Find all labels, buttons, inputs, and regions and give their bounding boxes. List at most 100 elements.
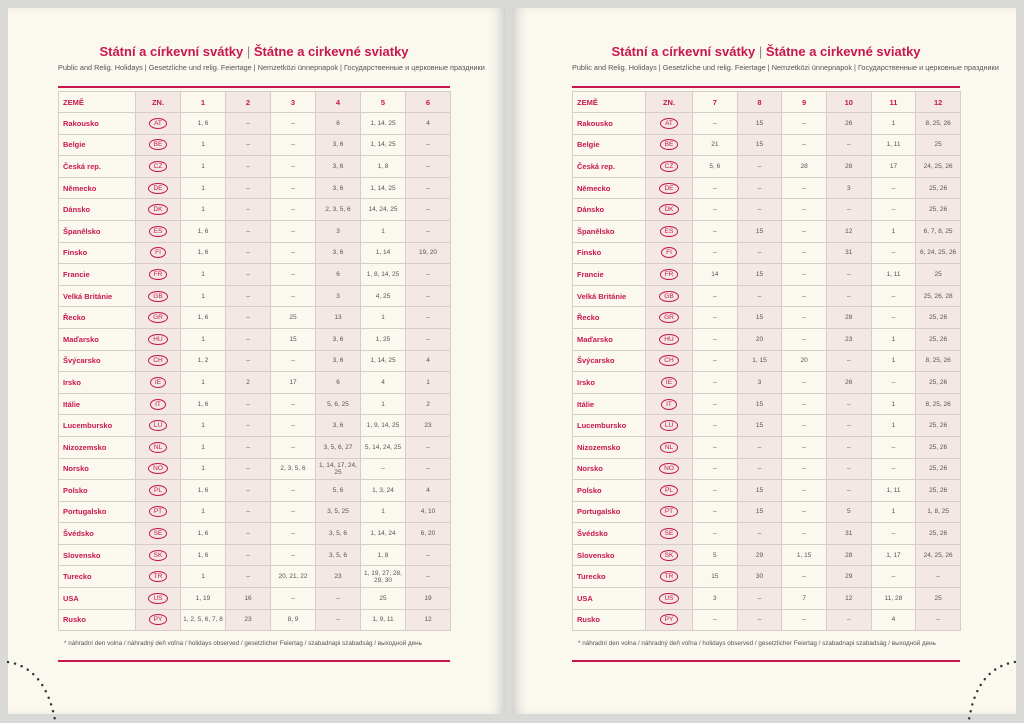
- code-cell: IE: [645, 371, 693, 394]
- holiday-dates: –: [781, 241, 827, 265]
- holiday-dates: 2: [225, 371, 271, 394]
- rule: [572, 86, 960, 88]
- holiday-dates: –: [870, 198, 917, 221]
- table-row: Polsko PL –15– –1, 11 25, 26: [572, 479, 961, 502]
- country-name: Belgie: [58, 133, 136, 157]
- holiday-dates: –: [225, 284, 271, 308]
- holiday-dates: 25, 26: [915, 327, 961, 351]
- table-row: Velká Británie GB – – – – –25, 26, 28: [572, 284, 961, 308]
- table-row: Portugalsko PT 1– –3, 5, 25 1 4, 10: [58, 500, 451, 524]
- country-code: DK: [148, 204, 168, 216]
- country-code: SE: [148, 528, 168, 540]
- holiday-dates: 1: [360, 306, 406, 329]
- holiday-dates: –: [781, 112, 827, 135]
- holiday-dates: –: [270, 414, 316, 437]
- holiday-dates: –: [270, 112, 316, 135]
- holiday-dates: –: [692, 306, 738, 329]
- table-row: Finsko FI 1, 6– –3, 6 1, 14 19, 20: [58, 241, 451, 265]
- table-row: Irsko IE 1 2 17 6 4 1: [58, 371, 451, 394]
- holiday-dates: –: [270, 219, 316, 243]
- holiday-dates: 5: [692, 543, 738, 567]
- holiday-dates: 25, 26: [915, 198, 961, 221]
- holiday-dates: –: [225, 435, 271, 459]
- rule: [58, 660, 450, 662]
- holiday-dates: 1, 8, 14, 25: [360, 263, 406, 286]
- page-header: Státní a církevní svátky | Štátne a cirk…: [572, 44, 999, 72]
- holiday-dates: –: [225, 112, 271, 135]
- holiday-dates: 8, 25, 26: [915, 112, 961, 135]
- holiday-dates: 16: [225, 587, 271, 610]
- holiday-dates: 1, 14, 25: [360, 133, 406, 157]
- holiday-dates: –: [270, 392, 316, 416]
- table-row: Řecko GR 1, 6–25 13 1–: [58, 306, 451, 329]
- column-header: 9: [781, 91, 827, 113]
- holiday-dates: 3, 6: [315, 241, 361, 265]
- holiday-dates: –: [692, 112, 738, 135]
- country-code: HU: [148, 333, 168, 345]
- holiday-dates: 4, 25: [360, 284, 406, 308]
- holiday-dates: 1, 11: [870, 263, 917, 286]
- table-row: Francie FR 14 15– –1, 11 25: [572, 263, 961, 286]
- holiday-dates: –: [405, 198, 451, 221]
- holiday-dates: 6: [315, 371, 361, 394]
- title-sk: Štátne a cirkevné sviatky: [765, 44, 921, 59]
- country-name: USA: [572, 587, 646, 610]
- holiday-dates: –: [692, 349, 738, 373]
- holiday-dates: 28: [825, 306, 872, 329]
- holiday-dates: –: [225, 522, 271, 545]
- holiday-dates: 15: [692, 565, 738, 589]
- holiday-dates: 3: [315, 219, 361, 243]
- holiday-dates: 30: [736, 565, 783, 589]
- holiday-dates: –: [692, 608, 738, 632]
- holiday-dates: 3, 5, 6: [315, 543, 361, 567]
- holiday-dates: –: [225, 392, 271, 416]
- country-name: Francie: [58, 263, 136, 286]
- holiday-dates: 3, 6: [315, 327, 361, 351]
- holiday-dates: 15: [736, 112, 783, 135]
- holiday-dates: 25, 26: [915, 522, 961, 545]
- table-row: Švédsko SE 1, 6– –3, 5, 6 1, 14, 24 6, 20: [58, 522, 451, 545]
- holiday-dates: –: [692, 479, 738, 502]
- country-name: Portugalsko: [572, 500, 646, 524]
- holiday-dates: 1: [870, 112, 917, 135]
- holiday-dates: –: [692, 457, 738, 481]
- holiday-dates: –: [825, 263, 872, 286]
- country-code: AT: [660, 117, 678, 129]
- holiday-dates: –: [781, 522, 827, 545]
- table-row: Maďarsko HU 1–15 3, 6 1, 25–: [58, 327, 451, 351]
- holiday-dates: –: [870, 241, 917, 265]
- holiday-dates: 15: [736, 263, 783, 286]
- table-row: Maďarsko HU –20–23 1 25, 26: [572, 327, 961, 351]
- code-cell: DE: [135, 176, 181, 200]
- holiday-dates: 1, 2, 5, 6, 7, 8: [180, 608, 226, 632]
- column-header: 5: [360, 91, 406, 113]
- holiday-dates: 1, 9, 14, 25: [360, 414, 406, 437]
- holiday-dates: –: [270, 263, 316, 286]
- country-name: Rakousko: [58, 112, 136, 135]
- holiday-dates: –: [692, 522, 738, 545]
- holiday-dates: 3, 5, 6: [315, 522, 361, 545]
- holiday-dates: 5, 6: [315, 479, 361, 502]
- table-row: Švédsko SE – – –31–25, 26: [572, 522, 961, 545]
- holiday-dates: –: [270, 479, 316, 502]
- holiday-dates: 1, 14, 25: [360, 176, 406, 200]
- country-name: Nizozemsko: [58, 435, 136, 459]
- country-code: PL: [149, 484, 167, 496]
- country-code: LU: [148, 420, 168, 432]
- holiday-dates: –: [225, 176, 271, 200]
- table-row: Rakousko AT 1, 6– –6 1, 14, 25 4: [58, 112, 451, 135]
- holiday-dates: 1, 6: [180, 112, 226, 135]
- holiday-dates: –: [315, 587, 361, 610]
- holiday-dates: –: [405, 263, 451, 286]
- holiday-dates: 14: [692, 263, 738, 286]
- holiday-dates: –: [692, 500, 738, 524]
- table-row: Belgie BE 1– –3, 6 1, 14, 25–: [58, 133, 451, 157]
- holiday-dates: –: [736, 457, 783, 481]
- holiday-dates: 17: [270, 371, 316, 394]
- holiday-dates: –: [736, 155, 783, 178]
- column-header: ZN.: [645, 91, 693, 113]
- holiday-dates: –: [825, 414, 872, 437]
- holiday-dates: 3: [736, 371, 783, 394]
- holiday-dates: –: [825, 435, 872, 459]
